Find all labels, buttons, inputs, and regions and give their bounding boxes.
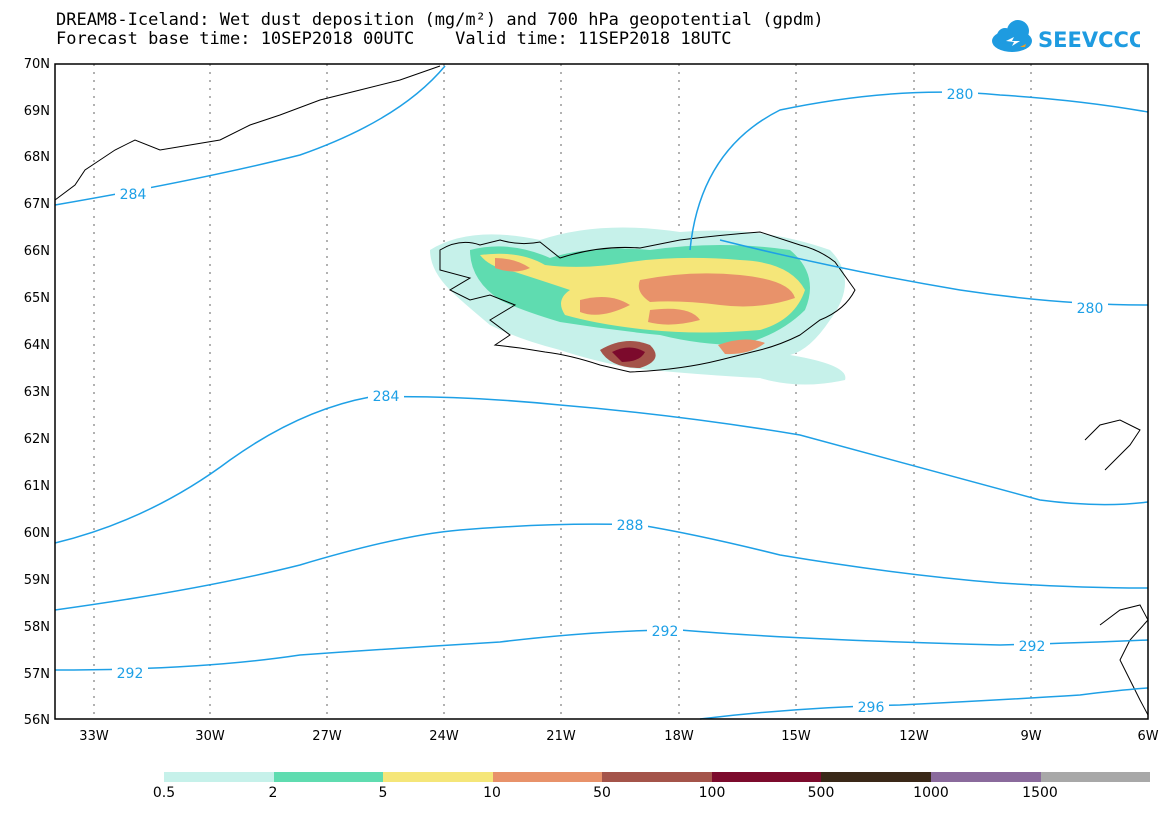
colorbar-label: 5 — [378, 785, 388, 801]
colorbar-label: 0.5 — [152, 785, 176, 801]
lon-label: 27W — [312, 729, 342, 744]
colorbar-label: 100 — [698, 785, 726, 801]
colorbar-segment — [711, 772, 822, 782]
colorbar-labels: 0.5 2 5 10 50 100 500 1000 1500 — [0, 785, 1175, 805]
colorbar-segment — [602, 772, 712, 782]
geopotential-contours — [54, 65, 1149, 720]
lon-label: 15W — [781, 729, 811, 744]
lat-label: 64N — [24, 338, 50, 353]
lon-label: 6W — [1137, 729, 1158, 744]
lon-label: 21W — [546, 729, 576, 744]
lat-label: 65N — [24, 291, 50, 306]
map-title: DREAM8-Iceland: Wet dust deposition (mg/… — [56, 10, 824, 30]
colorbar-label: 10 — [483, 785, 501, 801]
contour-label: 284 — [120, 187, 147, 203]
map-subtitle: Forecast base time: 10SEP2018 00UTC Vali… — [56, 29, 732, 49]
latitude-labels: 70N 69N 68N 67N 66N 65N 64N 63N 62N 61N … — [24, 57, 50, 728]
lat-label: 70N — [24, 57, 50, 72]
contour-label: 292 — [1019, 639, 1046, 655]
colorbar-segment — [273, 772, 384, 782]
lat-label: 63N — [24, 385, 50, 400]
lon-label: 30W — [195, 729, 225, 744]
colorbar-segment — [930, 772, 1041, 782]
map-frame — [54, 63, 1149, 720]
contour-label: 288 — [617, 518, 644, 534]
map-grid — [93, 64, 1032, 719]
lon-label: 24W — [429, 729, 459, 744]
lat-label: 62N — [24, 432, 50, 447]
lat-label: 56N — [24, 713, 50, 728]
coastlines — [54, 65, 1149, 716]
colorbar-segment — [492, 772, 603, 782]
lon-label: 18W — [664, 729, 694, 744]
contour-label: 280 — [1077, 301, 1104, 317]
colorbar-label: 500 — [807, 785, 835, 801]
colorbar — [164, 772, 1151, 782]
dust-deposition-field — [430, 227, 846, 385]
lat-label: 68N — [24, 150, 50, 165]
lat-label: 60N — [24, 526, 50, 541]
colorbar-label: 1500 — [1022, 785, 1058, 801]
contour-label: 292 — [652, 624, 679, 640]
cloud-icon — [992, 20, 1032, 52]
lat-label: 58N — [24, 620, 50, 635]
contour-label: 292 — [117, 666, 144, 682]
lon-label: 9W — [1020, 729, 1041, 744]
contour-label: 296 — [858, 700, 885, 716]
lat-label: 66N — [24, 244, 50, 259]
longitude-labels: 33W 30W 27W 24W 21W 18W 15W 12W 9W 6W — [79, 729, 1158, 744]
colorbar-label: 2 — [268, 785, 278, 801]
lat-label: 67N — [24, 197, 50, 212]
contour-label: 280 — [947, 87, 974, 103]
colorbar-segment — [821, 772, 931, 782]
contour-label: 284 — [373, 389, 400, 405]
seevccc-logo: SEEVCCC — [990, 17, 1144, 57]
contour-labels: 284 280 280 284 288 292 292 292 296 — [112, 84, 1108, 716]
lat-label: 69N — [24, 104, 50, 119]
colorbar-label: 50 — [593, 785, 611, 801]
svg-text:SEEVCCC: SEEVCCC — [1038, 28, 1140, 52]
colorbar-label: 1000 — [913, 785, 949, 801]
lat-label: 61N — [24, 479, 50, 494]
lat-label: 59N — [24, 573, 50, 588]
colorbar-segment — [1040, 772, 1151, 782]
lat-label: 57N — [24, 667, 50, 682]
lon-label: 12W — [899, 729, 929, 744]
colorbar-segment — [383, 772, 493, 782]
lon-label: 33W — [79, 729, 109, 744]
colorbar-segment — [164, 772, 274, 782]
